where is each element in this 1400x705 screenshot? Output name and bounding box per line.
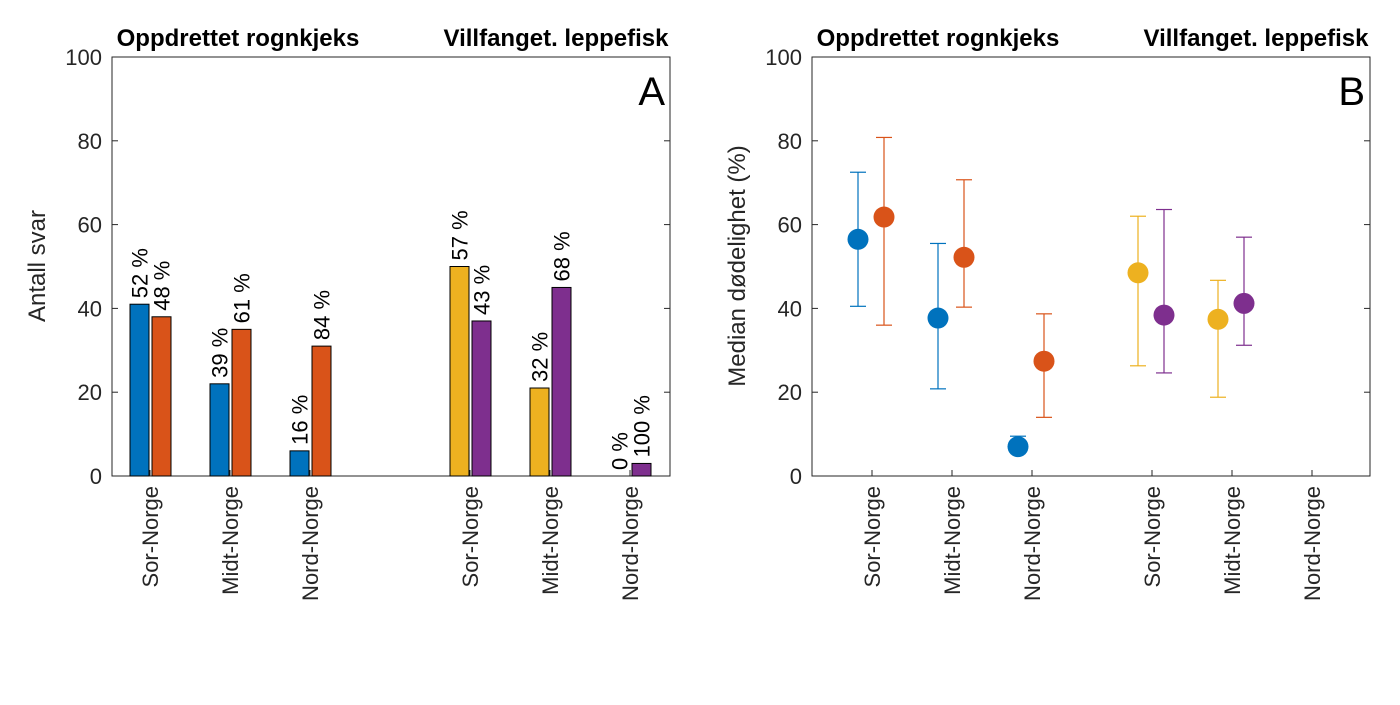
bar-label: 61 % [230,273,255,323]
y-tick-label: 100 [65,45,102,70]
y-tick-label: 0 [790,464,802,489]
error-bar [1130,215,1146,367]
median-point [1007,436,1029,458]
x-tick-label: Nord-Norge [1300,486,1325,601]
bar [529,387,550,477]
bar [631,462,652,477]
bar-label: 43 % [470,265,495,315]
panel-b: Oppdrettet rognkjeks Villfanget. leppefi… [724,25,1371,601]
x-tick-label: Midt-Norge [218,486,243,595]
bar [311,345,332,477]
bar [289,450,310,477]
x-ticks-a: Sor-Norge Midt-Norge Nord-Norge Sor-Norge Mi… [138,470,643,601]
error-bar [1156,208,1172,374]
y-tick-label: 0 [90,464,102,489]
error-bar [956,179,972,308]
y-tick-label: 100 [765,45,802,70]
panel-a: Oppdrettet rognkjeks Villfanget. leppefi… [24,25,671,601]
median-point [1233,292,1255,314]
x-tick-label: Nord-Norge [298,486,323,601]
bar-label: 57 % [448,210,473,260]
y-tick-label: 60 [778,213,802,238]
bar-label: 16 % [288,395,313,445]
y-tick-label: 20 [78,380,102,405]
bar [231,328,252,477]
median-point [927,307,949,329]
x-tick-label: Nord-Norge [618,486,643,601]
bar-label: 68 % [550,231,575,281]
y-tick-label: 80 [78,129,102,154]
y-ticks-a: 0 20 40 60 80 100 [65,45,670,489]
bar-label: 32 % [528,332,553,382]
group-title-a-1: Oppdrettet rognkjeks [117,25,360,52]
y-ticks-b: 0 20 40 60 80 100 [765,45,1370,489]
median-point [1033,350,1055,372]
group-title-b-1: Oppdrettet rognkjeks [817,25,1060,52]
x-tick-label: Nord-Norge [1020,486,1045,601]
bars-a [129,266,652,477]
panel-label-a: A [638,70,665,114]
median-point [1153,304,1175,326]
bar-label: 84 % [310,290,335,340]
y-tick-label: 40 [78,296,102,321]
median-point [847,228,869,250]
y-axis-label-b: Median dødelighet (%) [724,145,751,386]
bar [129,303,150,477]
bar [551,286,572,477]
x-tick-label: Sor-Norge [138,486,163,587]
x-tick-label: Sor-Norge [458,486,483,587]
plot-area-a [111,56,671,477]
panel-label-b: B [1338,70,1365,114]
x-tick-label: Sor-Norge [860,486,885,587]
bar [471,320,492,477]
y-axis-label-a: Antall svar [24,210,51,322]
bar [151,316,172,477]
bar [209,383,230,477]
y-tick-label: 60 [78,213,102,238]
y-tick-label: 80 [778,129,802,154]
x-tick-label: Sor-Norge [1140,486,1165,587]
bar-labels-a: 52 %48 % 39 % 61 % 16 % 84 % 57 % 43 % 32 % 68 %… [128,210,655,470]
x-tick-label: Midt-Norge [940,486,965,595]
group-title-b-2: Villfanget. leppefisk [1144,25,1370,52]
median-point [953,246,975,268]
y-tick-label: 20 [778,380,802,405]
median-point [1207,308,1229,330]
x-tick-label: Midt-Norge [1220,486,1245,595]
x-tick-label: Midt-Norge [538,486,563,595]
error-bar [1210,279,1226,398]
bar-label: 0 % [608,432,633,470]
median-point [873,206,895,228]
bar-label: 52 % [128,248,153,298]
bar [449,266,470,477]
bar-label: 48 % [150,261,175,311]
error-bar [1236,236,1252,346]
group-title-a-2: Villfanget. leppefisk [444,25,670,52]
bar-label: 100 % [630,395,655,457]
points-b [847,136,1255,458]
plot-area-b [811,56,1371,477]
bar-label: 39 % [208,328,233,378]
y-tick-label: 40 [778,296,802,321]
x-ticks-b: Sor-Norge Midt-Norge Nord-Norge Sor-Norge Mi… [860,470,1325,601]
error-bar [876,136,892,326]
median-point [1127,262,1149,284]
